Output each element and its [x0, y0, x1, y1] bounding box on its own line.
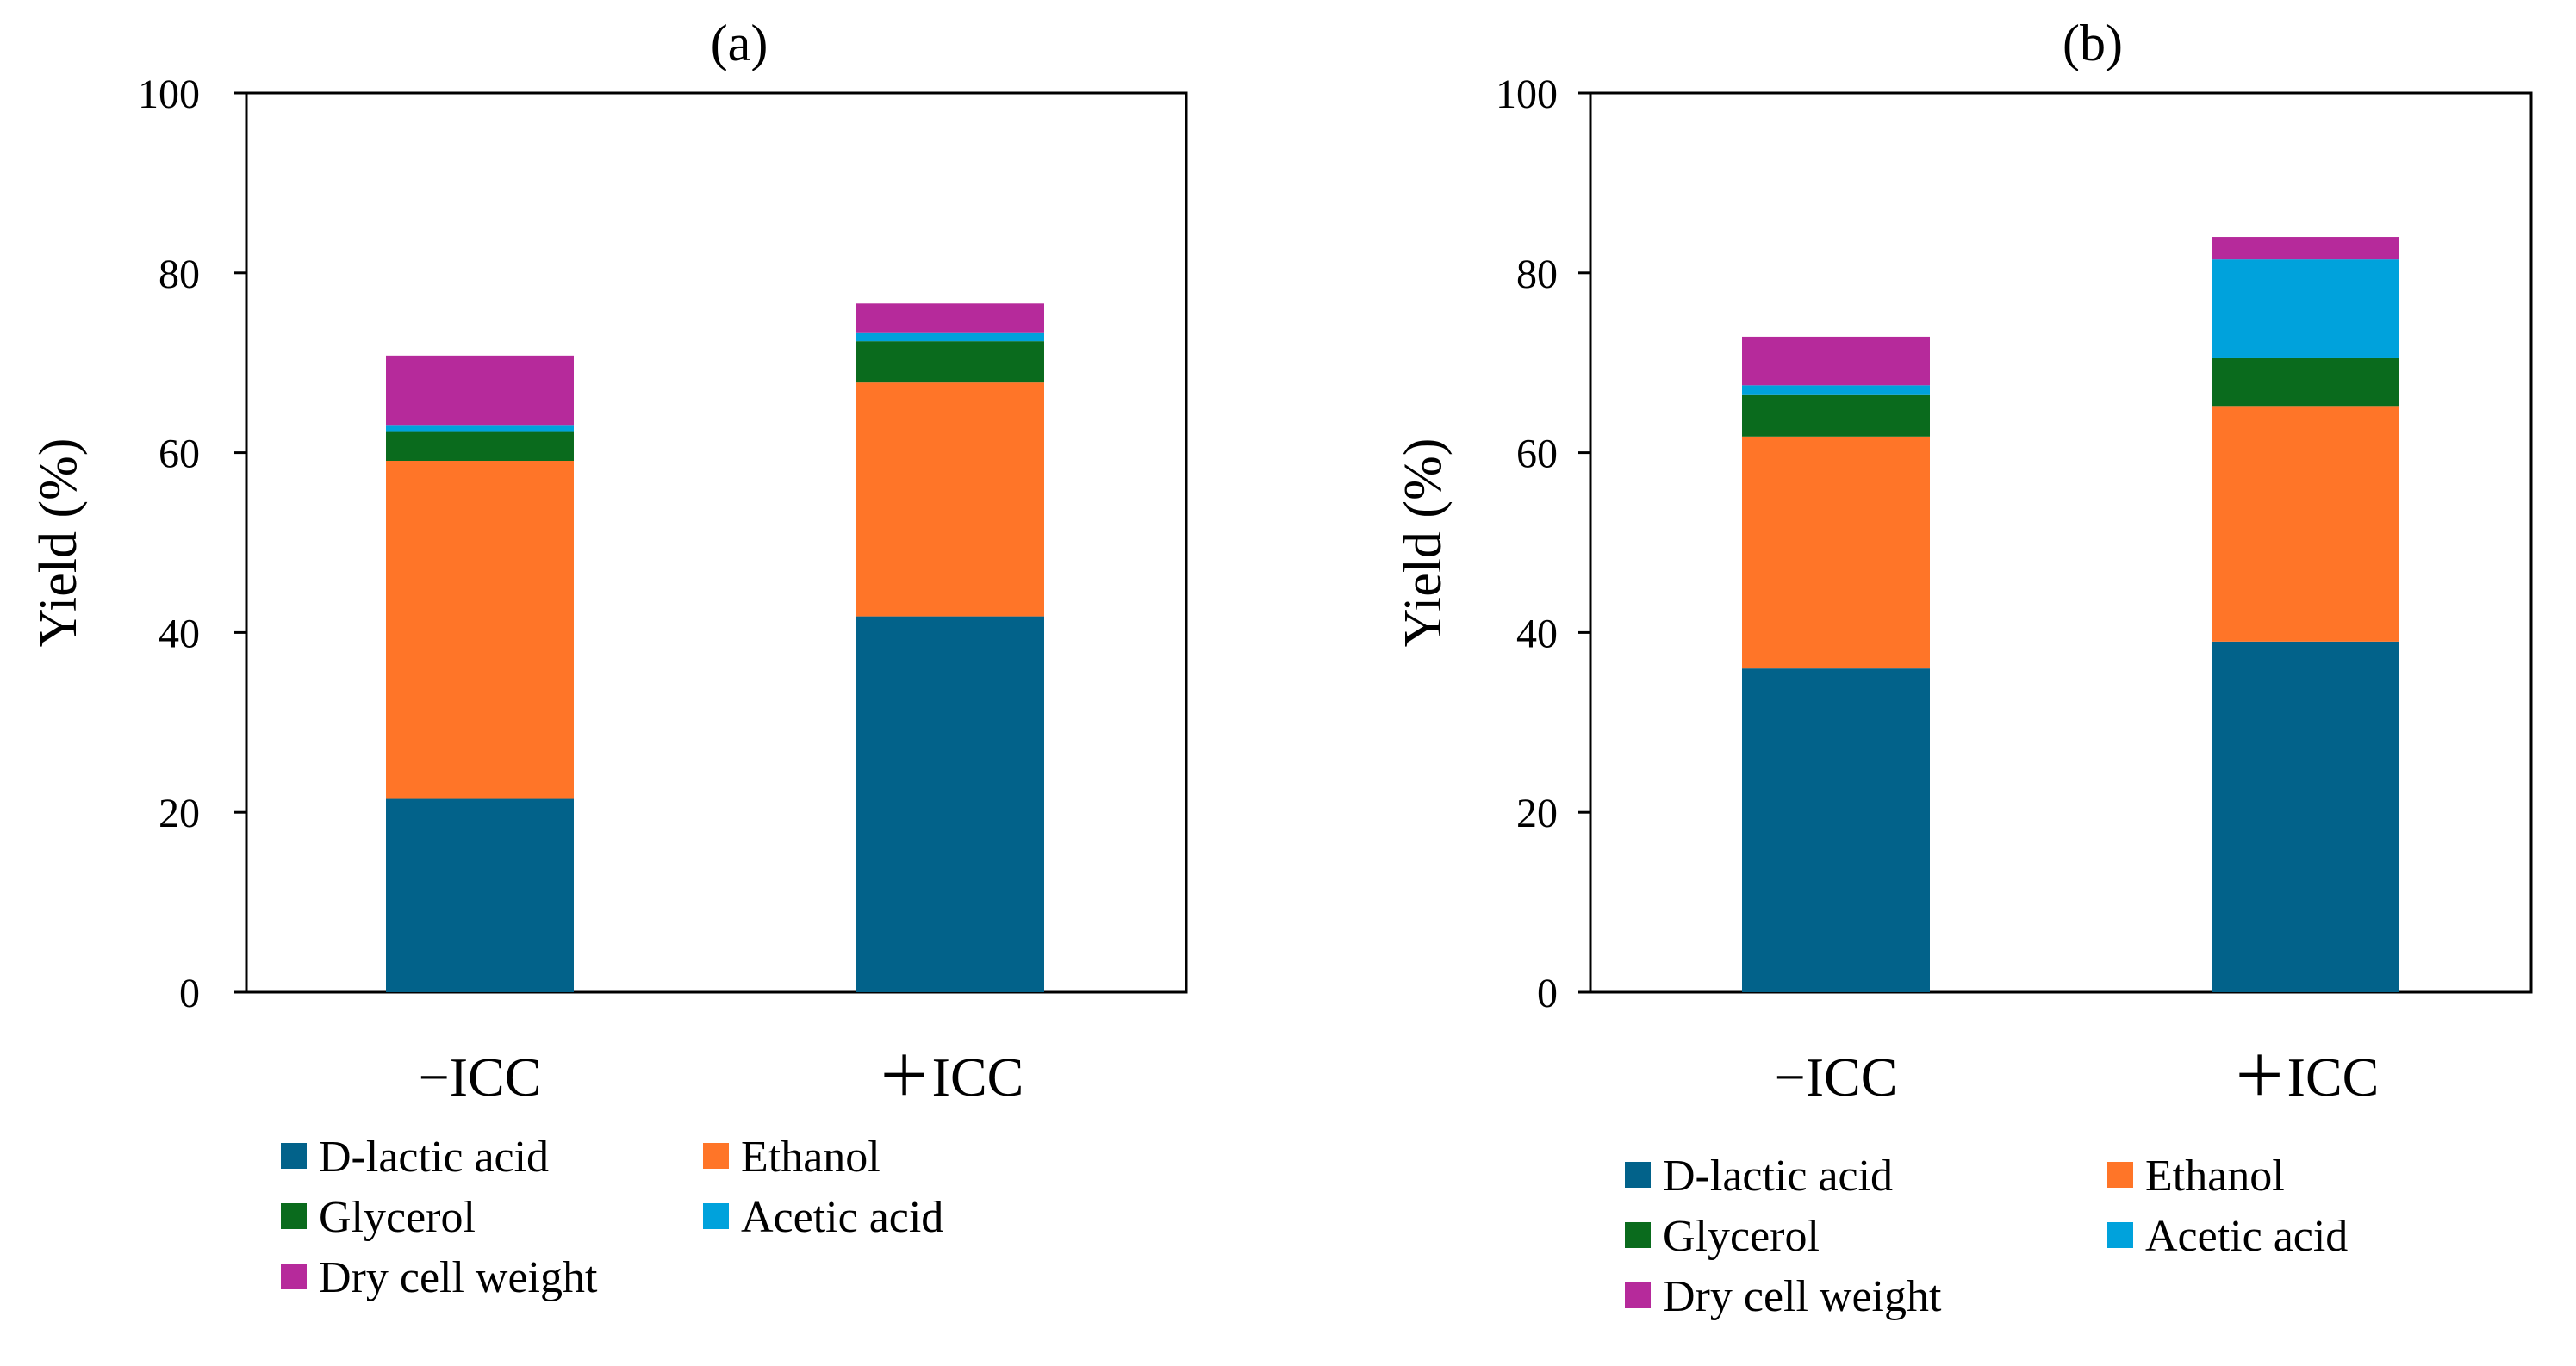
bar-segment-glycerol [1742, 394, 1930, 437]
y-tick-label: 40 [1516, 611, 1558, 656]
bar-segment-glycerol [856, 341, 1044, 383]
legend-label: Acetic acid [741, 1193, 943, 1242]
y-tick-label: 40 [159, 611, 200, 656]
bar-segment-acetic-acid [1742, 385, 1930, 395]
bar-segment-glycerol [386, 431, 574, 461]
bar-segment-dry-cell-weight [2212, 237, 2399, 260]
bar-segment-acetic-acid [2212, 259, 2399, 358]
legend-label: Ethanol [741, 1133, 880, 1182]
y-tick-label: 60 [1516, 432, 1558, 477]
legend-swatch [1625, 1162, 1651, 1188]
y-tick-label: 80 [1516, 251, 1558, 297]
y-tick-label: 20 [1516, 791, 1558, 836]
bar-segment-d-lactic-acid [1742, 668, 1930, 992]
y-tick-label: 0 [179, 971, 200, 1016]
legend-label: Glycerol [319, 1193, 476, 1242]
legend-swatch [703, 1203, 729, 1229]
bar-segment-d-lactic-acid [2212, 641, 2399, 992]
legend-label: Glycerol [1663, 1212, 1820, 1261]
x-category-label: ＋ICC [2232, 1046, 2380, 1108]
legend-swatch [1625, 1222, 1651, 1248]
x-category-label: −ICC [1775, 1046, 1898, 1108]
legend-swatch [281, 1143, 307, 1169]
bar-segment-ethanol [2212, 406, 2399, 642]
bar-segment-dry-cell-weight [1742, 336, 1930, 386]
bar-segment-ethanol [386, 460, 574, 799]
bar-segment-ethanol [1742, 436, 1930, 669]
legend-swatch [1625, 1282, 1651, 1308]
bar-segment-d-lactic-acid [386, 798, 574, 992]
bar-segment-ethanol [856, 382, 1044, 617]
bar-segment-acetic-acid [856, 332, 1044, 342]
bar-segment-dry-cell-weight [856, 303, 1044, 333]
legend-swatch [2107, 1222, 2133, 1248]
chart-panel-a: (a) Yield (%) 0 20 40 60 80 100 −ICC ＋ICC D-lactic… [29, 15, 1188, 1302]
legend-swatch [703, 1143, 729, 1169]
y-axis-label: Yield (%) [1394, 438, 1453, 648]
y-tick-label: 100 [1496, 71, 1558, 117]
bar-segment-d-lactic-acid [856, 616, 1044, 992]
legend-swatch [281, 1203, 307, 1229]
y-tick-label: 20 [159, 791, 200, 836]
x-category-label: −ICC [419, 1046, 542, 1108]
chart-panel-b: (b) Yield (%) 0 20 40 60 80 100 −ICC ＋ICC D-lactic… [1394, 15, 2533, 1321]
chart-title: (b) [2063, 15, 2123, 71]
y-tick-label: 100 [138, 71, 200, 117]
bar-segment-acetic-acid [386, 425, 574, 432]
legend-swatch [281, 1264, 307, 1289]
y-tick-label: 60 [159, 432, 200, 477]
y-axis-label: Yield (%) [29, 438, 88, 648]
legend-label: Dry cell weight [1663, 1272, 1942, 1321]
legend-label: Ethanol [2145, 1152, 2285, 1201]
chart-title: (a) [711, 15, 768, 71]
y-tick-label: 0 [1537, 971, 1558, 1016]
bar-segment-dry-cell-weight [386, 355, 574, 426]
legend-label: D-lactic acid [1663, 1152, 1893, 1201]
y-tick-label: 80 [159, 251, 200, 297]
legend-label: Acetic acid [2145, 1212, 2348, 1261]
legend-label: Dry cell weight [319, 1253, 598, 1302]
legend-label: D-lactic acid [319, 1133, 549, 1182]
x-category-label: ＋ICC [877, 1046, 1024, 1108]
plot-frame [245, 91, 1188, 994]
legend-swatch [2107, 1162, 2133, 1188]
plot-frame [1589, 91, 2533, 994]
bar-segment-glycerol [2212, 357, 2399, 407]
